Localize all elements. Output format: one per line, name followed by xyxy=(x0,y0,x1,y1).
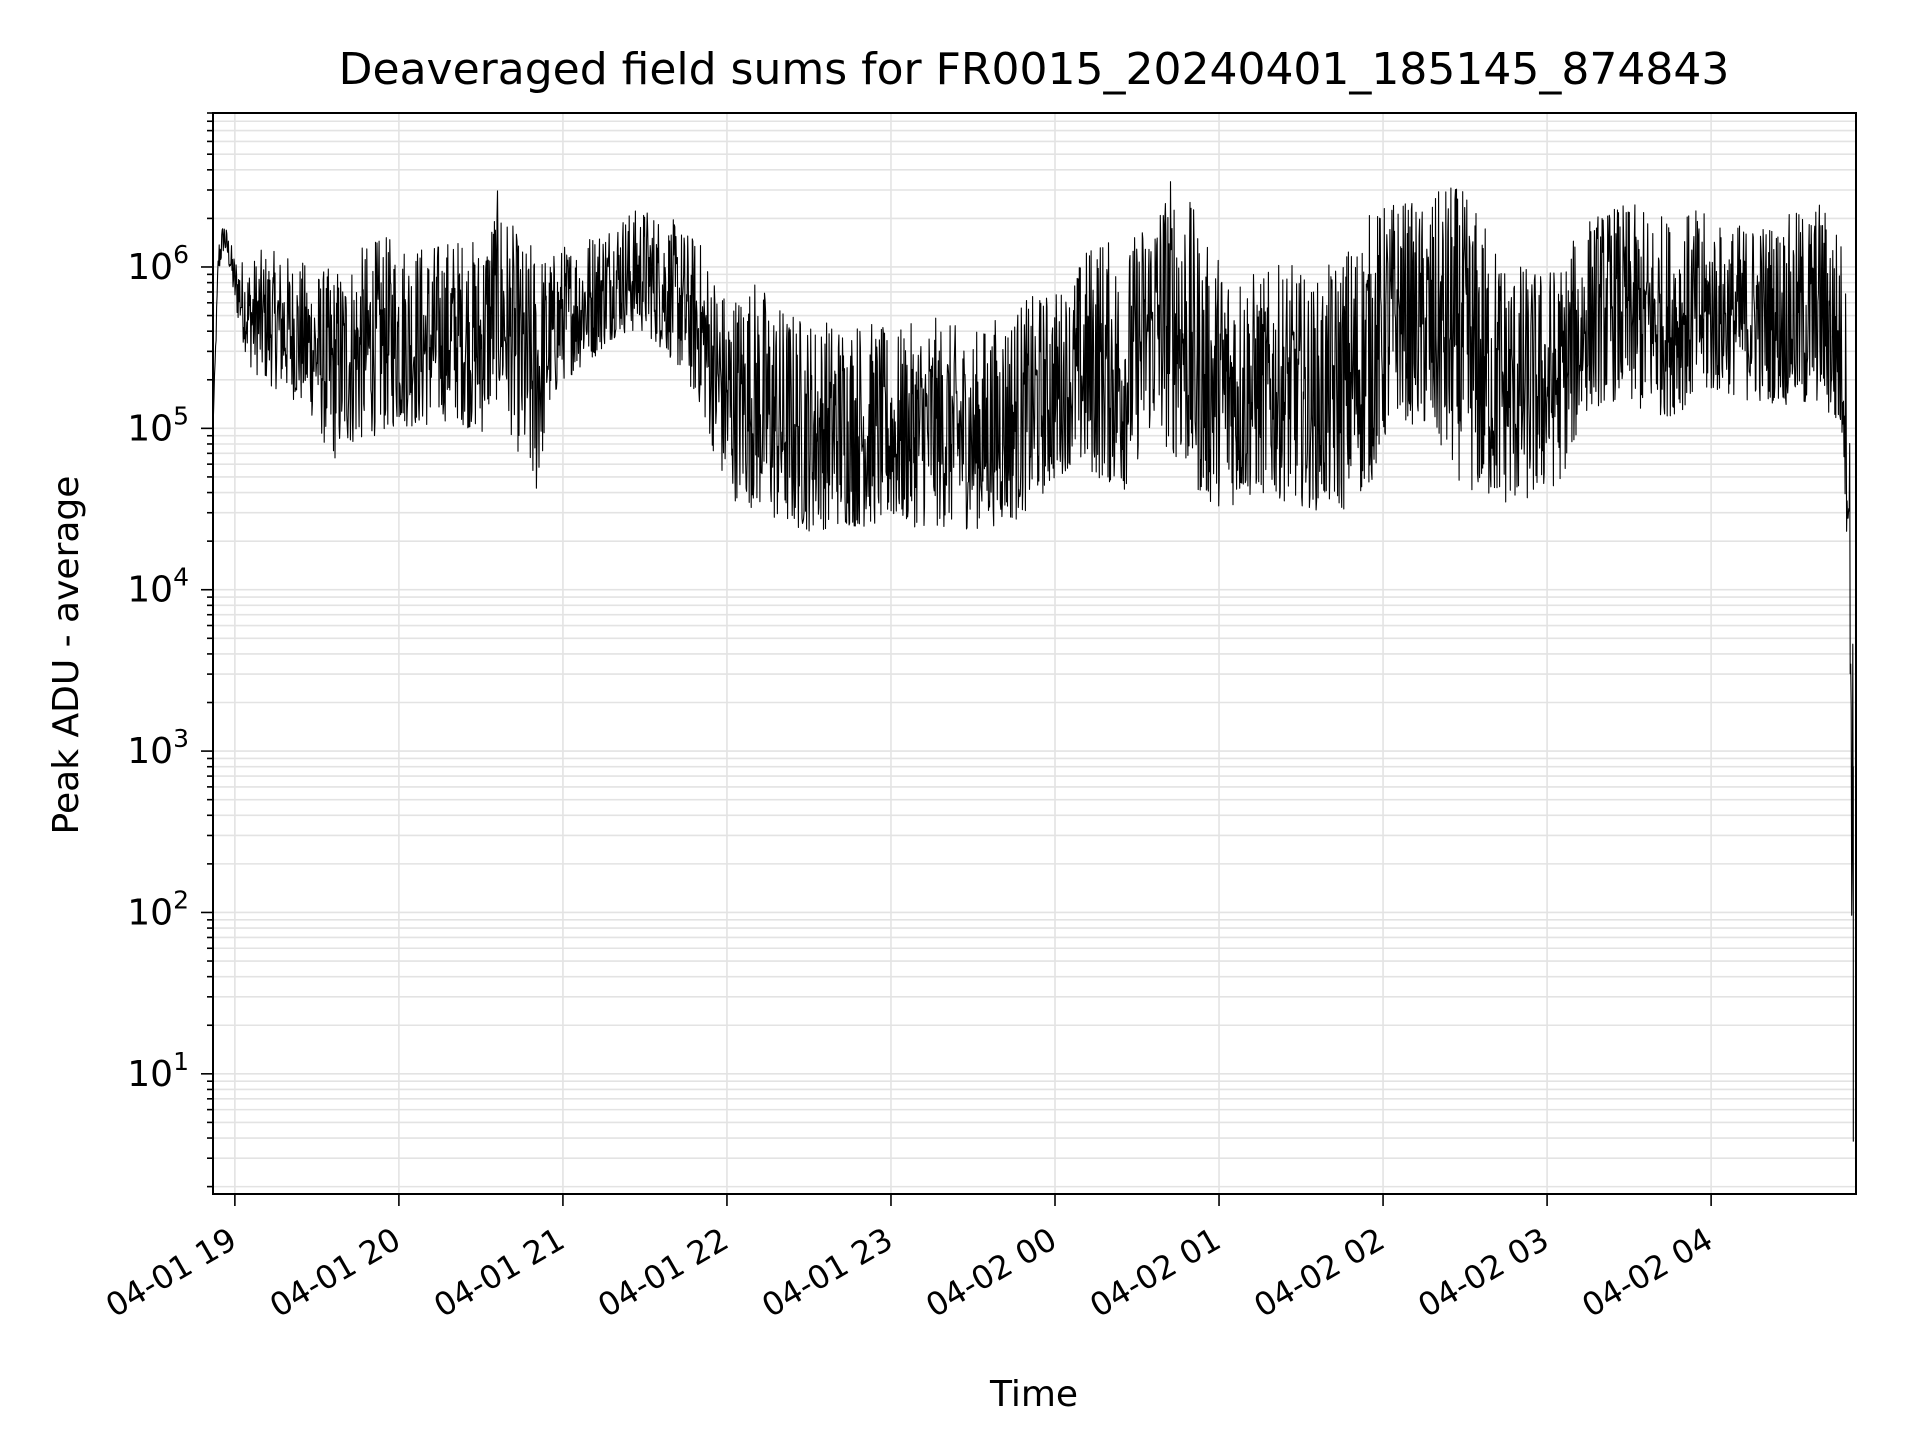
series-line xyxy=(212,181,1854,1142)
chart-title: Deaveraged field sums for FR0015_2024040… xyxy=(339,44,1730,95)
y-axis-label: Peak ADU - average xyxy=(46,476,87,835)
y-axis-ticks: 101 102 103 104 105 106 xyxy=(127,112,213,1188)
y-tick-label: 103 xyxy=(127,724,189,772)
y-tick-label: 104 xyxy=(127,563,189,611)
y-tick-label: 106 xyxy=(127,240,189,288)
series-layer xyxy=(212,181,1854,1142)
y-tick-label: 101 xyxy=(127,1047,189,1095)
x-axis-label: Time xyxy=(989,1374,1078,1415)
y-tick-label: 102 xyxy=(127,885,189,933)
y-tick-label: 105 xyxy=(127,401,189,449)
